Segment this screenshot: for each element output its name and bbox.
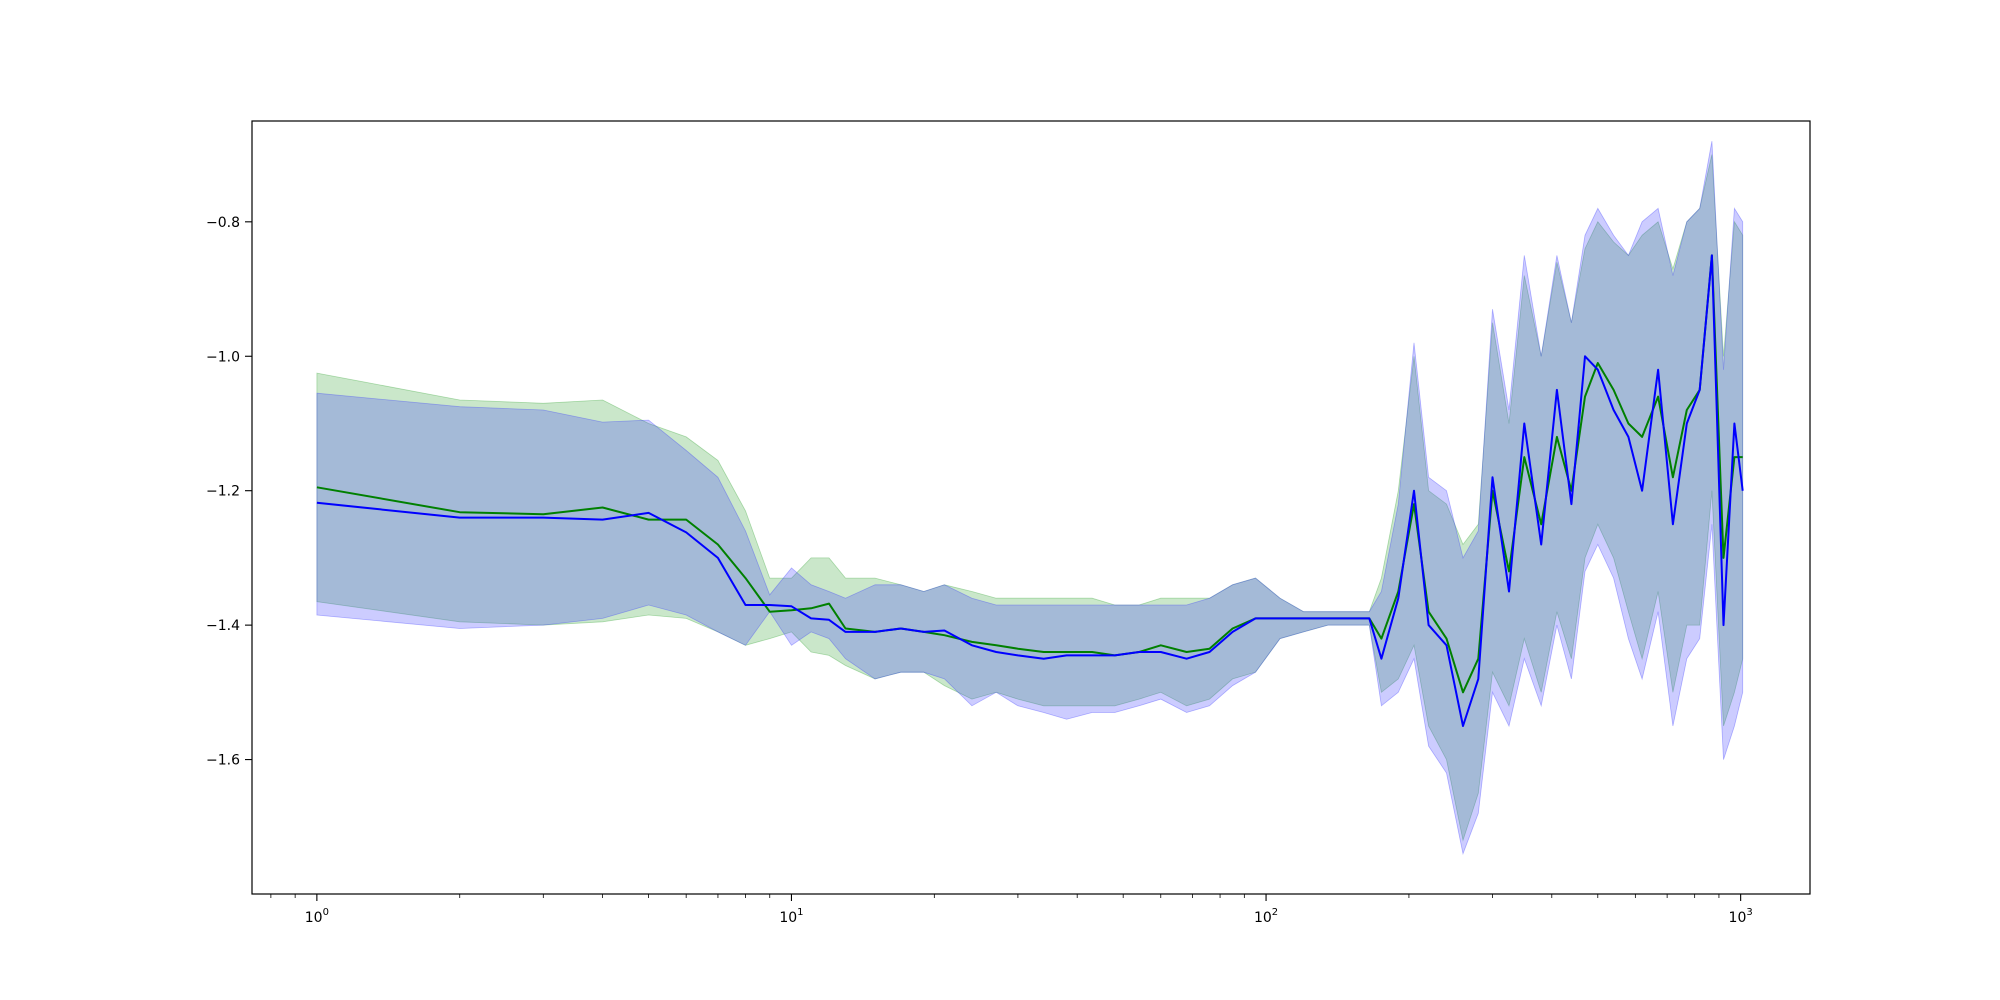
series-lines — [316, 254, 1744, 727]
y-tick-label: −1.6 — [206, 753, 240, 769]
x-tick-label: 103 — [1729, 907, 1753, 926]
x-tick-label: 100 — [305, 907, 329, 926]
plot-frame — [251, 120, 1811, 895]
y-tick-label: −0.8 — [206, 215, 240, 231]
y-tick-label: −1.2 — [206, 484, 240, 500]
band-blue — [316, 141, 1744, 856]
x-tick-label: 101 — [779, 907, 803, 926]
y-tick-label: −1.0 — [206, 349, 240, 365]
line-blue — [316, 254, 1744, 727]
confidence-bands — [316, 141, 1744, 856]
y-axis: −1.6 −1.4 −1.2 −1.0 −0.8 — [206, 215, 252, 769]
band-green — [316, 154, 1744, 842]
x-axis: 100 101 102 103 — [270, 894, 1753, 926]
x-tick-label: 102 — [1254, 907, 1278, 926]
y-tick-label: −1.4 — [206, 618, 240, 634]
